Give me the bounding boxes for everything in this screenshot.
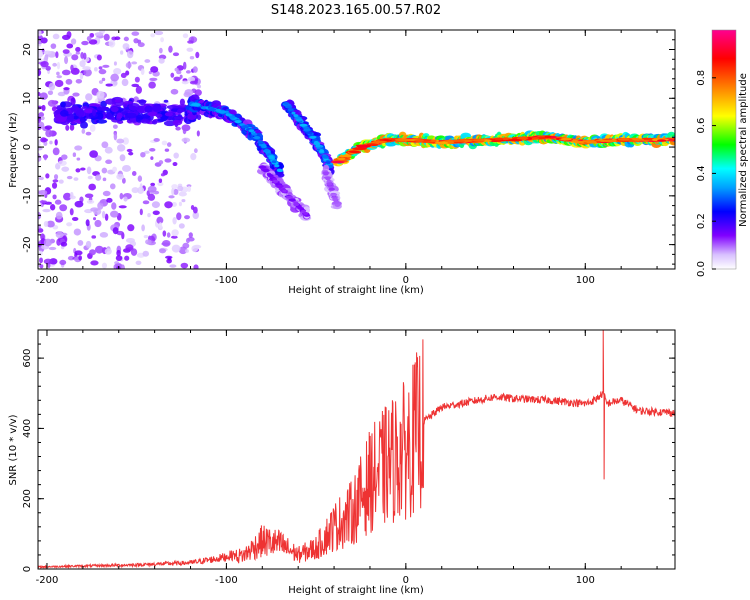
spectrogram-feature-band bbox=[53, 96, 205, 129]
1-x-tick-label: -100 bbox=[215, 575, 238, 586]
0-x-tick-label: 0 bbox=[403, 275, 409, 286]
spectrogram-x-label: Height of straight line (km) bbox=[288, 285, 424, 296]
colorbar: 0.0 0.2 0.4 0.6 0.8 Normalized spectral ampl… bbox=[696, 29, 749, 277]
spectrogram-feature-ridge bbox=[185, 94, 285, 178]
spectrogram-marks bbox=[38, 30, 675, 269]
0-x-tick-label: 100 bbox=[576, 275, 595, 286]
snr-y-label: SNR (10 * v/v) bbox=[8, 414, 19, 485]
colorbar-tick-label: 0.4 bbox=[696, 165, 707, 181]
0-y-tick-label: 20 bbox=[22, 43, 33, 56]
spectrogram-feature-scatter bbox=[38, 30, 202, 269]
colorbar-tick-label: 0.2 bbox=[696, 213, 707, 229]
1-x-tick-label: 100 bbox=[576, 575, 595, 586]
spectrogram-feature-ridge bbox=[330, 130, 675, 167]
snr-x-label: Height of straight line (km) bbox=[288, 585, 424, 596]
spectrogram-y-ticks: -20 -10 0 10 20 bbox=[22, 29, 675, 265]
0-x-tick-label: -200 bbox=[36, 275, 59, 286]
snr-plot-area bbox=[38, 330, 675, 569]
colorbar-gradient bbox=[711, 29, 737, 270]
1-x-tick-label: 0 bbox=[403, 575, 409, 586]
colorbar-tick-label: 0.8 bbox=[696, 70, 707, 86]
colorbar-tick-label: 0.6 bbox=[696, 118, 707, 134]
1-y-tick-label: 200 bbox=[22, 489, 33, 508]
snr-frame bbox=[37, 329, 676, 570]
0-x-tick-label: -100 bbox=[215, 275, 238, 286]
colorbar-tick-label: 0.0 bbox=[696, 261, 707, 277]
spectrogram-y-label: Frequency (Hz) bbox=[8, 112, 19, 188]
1-y-tick-label: 600 bbox=[22, 349, 33, 368]
figure-title: S148.2023.165.00.57.R02 bbox=[271, 3, 441, 18]
spectrogram-frame bbox=[37, 29, 676, 270]
snr-x-ticks: -200 -100 0 100 bbox=[36, 330, 658, 586]
spectrogram-feature-ridge bbox=[256, 162, 312, 221]
colorbar-ticks: 0.0 0.2 0.4 0.6 0.8 bbox=[696, 70, 716, 277]
spectrogram-feature-ridge bbox=[320, 164, 342, 210]
snr-series-line bbox=[38, 330, 675, 569]
snr-panel: -200 -100 0 100 0 200 400 600 Height of straig… bbox=[8, 329, 676, 596]
0-y-tick-label: -10 bbox=[22, 188, 33, 204]
1-y-tick-label: 0 bbox=[22, 566, 33, 572]
snr-y-ticks: 0 200 400 600 bbox=[22, 329, 675, 572]
1-x-tick-label: -200 bbox=[36, 575, 59, 586]
0-y-tick-label: 10 bbox=[22, 92, 33, 105]
1-y-tick-label: 400 bbox=[22, 419, 33, 438]
colorbar-label: Normalized spectral amplitude bbox=[738, 73, 749, 227]
spectrogram-feature-ridge bbox=[280, 99, 335, 176]
0-y-tick-label: 0 bbox=[22, 144, 33, 150]
spectrogram-x-ticks: -200 -100 0 100 bbox=[36, 30, 658, 286]
0-y-tick-label: -20 bbox=[22, 236, 33, 252]
